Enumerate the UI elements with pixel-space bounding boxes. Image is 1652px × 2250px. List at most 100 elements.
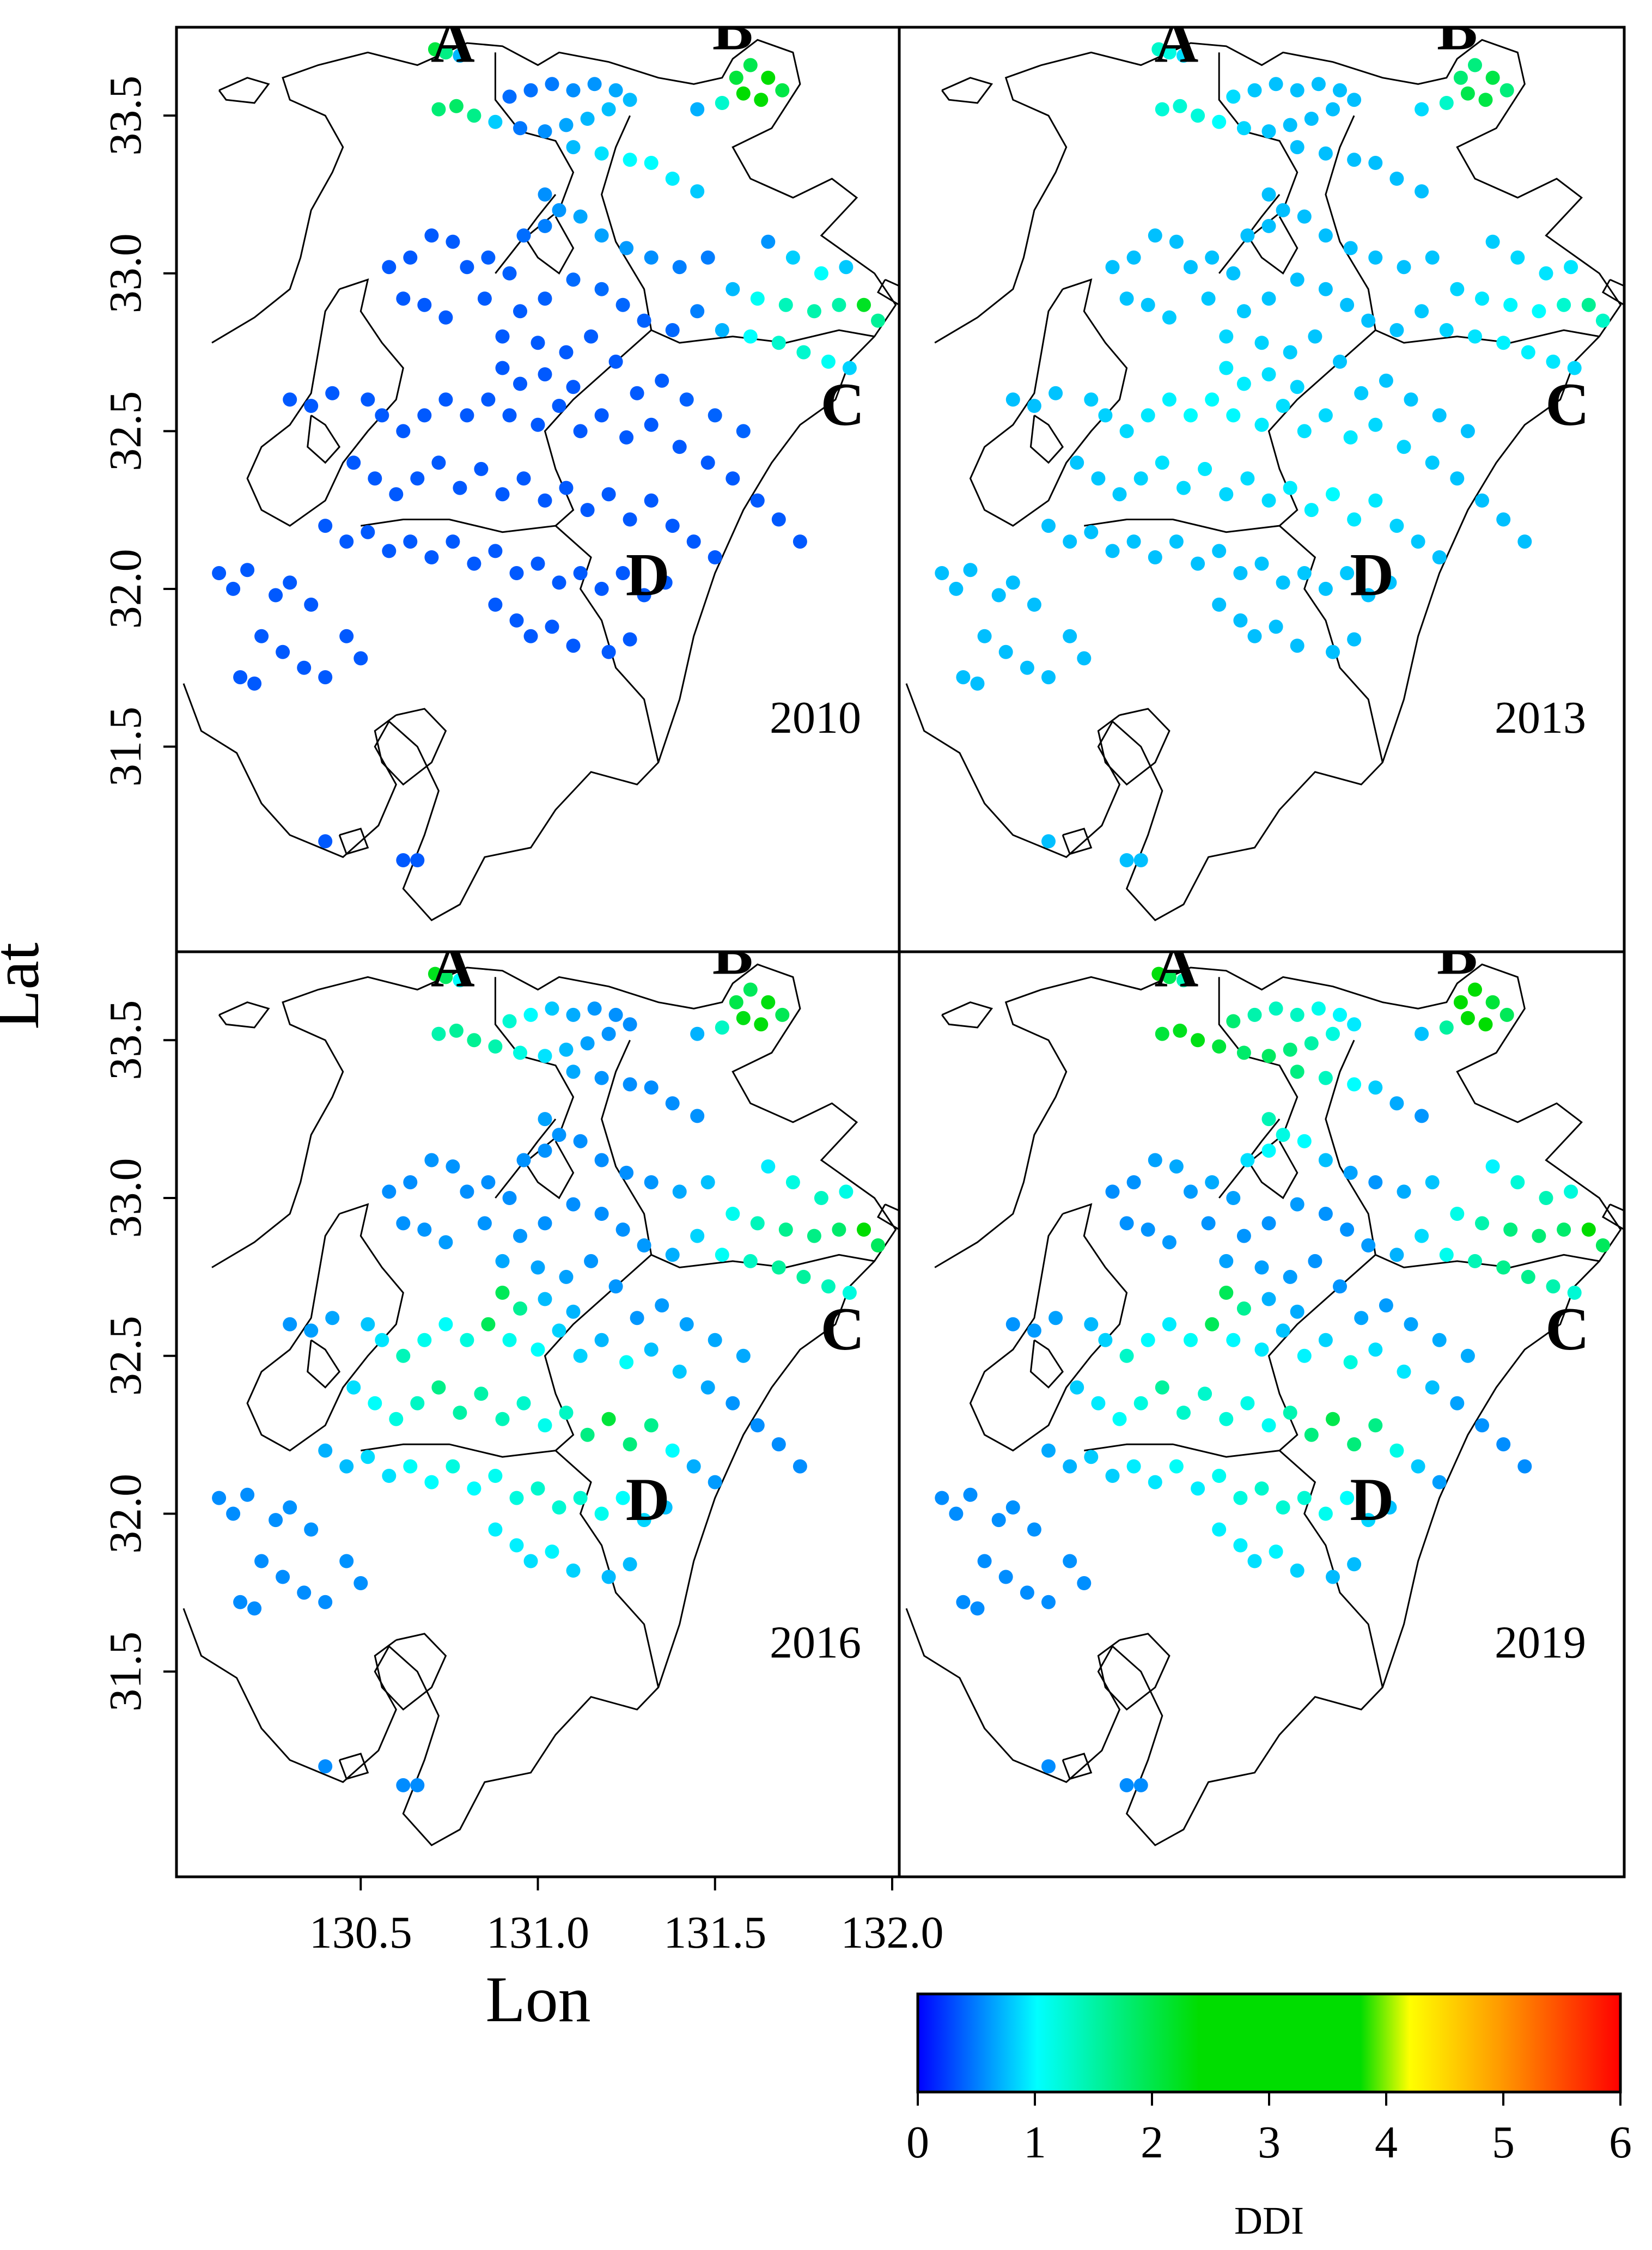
station-point bbox=[410, 471, 425, 486]
station-point bbox=[460, 1333, 474, 1347]
station-point bbox=[708, 1475, 722, 1489]
station-point bbox=[488, 114, 503, 129]
station-point bbox=[573, 209, 588, 224]
station-point bbox=[715, 323, 729, 337]
station-point bbox=[1510, 250, 1525, 265]
station-point bbox=[417, 1333, 432, 1347]
axis-ticks: 130.5 131.0 131.5 132.0 31.5 32.0 32.5 33.0 33.5… bbox=[100, 76, 944, 1958]
station-point bbox=[566, 140, 581, 155]
station-point bbox=[1439, 1248, 1454, 1262]
station-point bbox=[1247, 1554, 1262, 1568]
inner-sea-coastline bbox=[969, 1203, 1128, 1452]
station-point bbox=[1126, 250, 1141, 265]
station-point bbox=[623, 153, 637, 167]
station-point bbox=[1290, 272, 1304, 287]
station-point bbox=[857, 297, 871, 312]
station-point bbox=[446, 534, 460, 549]
station-point bbox=[729, 70, 743, 85]
station-point bbox=[1439, 323, 1454, 337]
station-point bbox=[431, 102, 446, 117]
y-tick-label: 33.0 bbox=[100, 1158, 151, 1238]
station-point bbox=[821, 1279, 836, 1294]
station-point bbox=[1119, 1348, 1134, 1363]
station-point bbox=[1027, 399, 1041, 413]
station-point bbox=[226, 581, 241, 596]
station-point bbox=[1063, 1554, 1077, 1568]
station-point bbox=[1276, 203, 1290, 217]
station-point bbox=[1557, 1223, 1571, 1237]
station-point bbox=[428, 966, 442, 981]
station-point bbox=[531, 1481, 545, 1496]
station-point bbox=[679, 1317, 694, 1331]
colorbar-ticks: 0 1 2 3 4 5 6 bbox=[906, 2092, 1632, 2168]
station-point bbox=[1368, 1342, 1383, 1357]
station-point bbox=[1290, 638, 1304, 653]
x-tick-label: 130.5 bbox=[309, 1907, 412, 1958]
station-point bbox=[637, 313, 651, 328]
station-point bbox=[1318, 146, 1333, 161]
inner-sea-coastline bbox=[246, 278, 404, 527]
station-point bbox=[240, 563, 255, 577]
station-point bbox=[736, 1348, 751, 1363]
region-label-d: D bbox=[1350, 1466, 1394, 1534]
station-point bbox=[1425, 455, 1440, 470]
station-point bbox=[793, 534, 807, 549]
station-point bbox=[438, 1235, 453, 1250]
station-point bbox=[1133, 1778, 1148, 1792]
station-point bbox=[1450, 1396, 1465, 1410]
station-point bbox=[467, 1481, 481, 1496]
station-point bbox=[438, 970, 453, 984]
island-outline bbox=[218, 1001, 270, 1029]
colorbar-label: DDI bbox=[1234, 2199, 1304, 2242]
station-point bbox=[1112, 1412, 1127, 1426]
station-point bbox=[424, 1153, 439, 1167]
station-point bbox=[1048, 386, 1063, 400]
station-point bbox=[1347, 512, 1362, 527]
station-point bbox=[488, 1039, 503, 1054]
station-point bbox=[1212, 114, 1227, 129]
station-point bbox=[389, 487, 404, 502]
station-point bbox=[1261, 187, 1276, 202]
station-point bbox=[1219, 361, 1234, 375]
station-point bbox=[1219, 487, 1234, 502]
station-point bbox=[1425, 250, 1440, 265]
station-point bbox=[375, 408, 389, 423]
panel-year-label: 2013 bbox=[1495, 692, 1586, 743]
station-point bbox=[672, 1364, 687, 1379]
station-point bbox=[619, 430, 634, 445]
station-point bbox=[1269, 619, 1283, 634]
station-point bbox=[686, 1459, 701, 1474]
station-point bbox=[1564, 1184, 1578, 1199]
station-point bbox=[566, 83, 581, 98]
station-point bbox=[438, 310, 453, 325]
station-point bbox=[601, 1570, 616, 1584]
station-point bbox=[403, 534, 418, 549]
station-point bbox=[1311, 77, 1326, 92]
station-point bbox=[573, 424, 588, 439]
station-point bbox=[502, 89, 517, 104]
station-point bbox=[608, 354, 623, 369]
station-point bbox=[1212, 1522, 1227, 1537]
station-point bbox=[559, 1269, 574, 1284]
station-point bbox=[1236, 1229, 1251, 1243]
station-point bbox=[1212, 1039, 1227, 1054]
station-point bbox=[304, 399, 319, 413]
station-point bbox=[460, 408, 474, 423]
island-outline bbox=[1601, 278, 1624, 306]
station-point bbox=[1169, 1159, 1184, 1174]
station-point bbox=[1557, 297, 1571, 312]
station-point bbox=[516, 471, 531, 486]
station-point bbox=[1184, 1184, 1198, 1199]
station-point bbox=[502, 408, 517, 423]
station-point bbox=[1226, 1191, 1241, 1205]
prefecture-border bbox=[1267, 329, 1376, 527]
colorbar-tick-label: 6 bbox=[1609, 2117, 1632, 2168]
station-point bbox=[1304, 1036, 1319, 1051]
station-point bbox=[1368, 1080, 1383, 1095]
station-point bbox=[538, 493, 552, 508]
station-point bbox=[438, 1317, 453, 1331]
station-point bbox=[594, 1333, 609, 1347]
station-point bbox=[1201, 291, 1216, 306]
station-point bbox=[538, 1112, 552, 1127]
station-point bbox=[644, 156, 659, 170]
